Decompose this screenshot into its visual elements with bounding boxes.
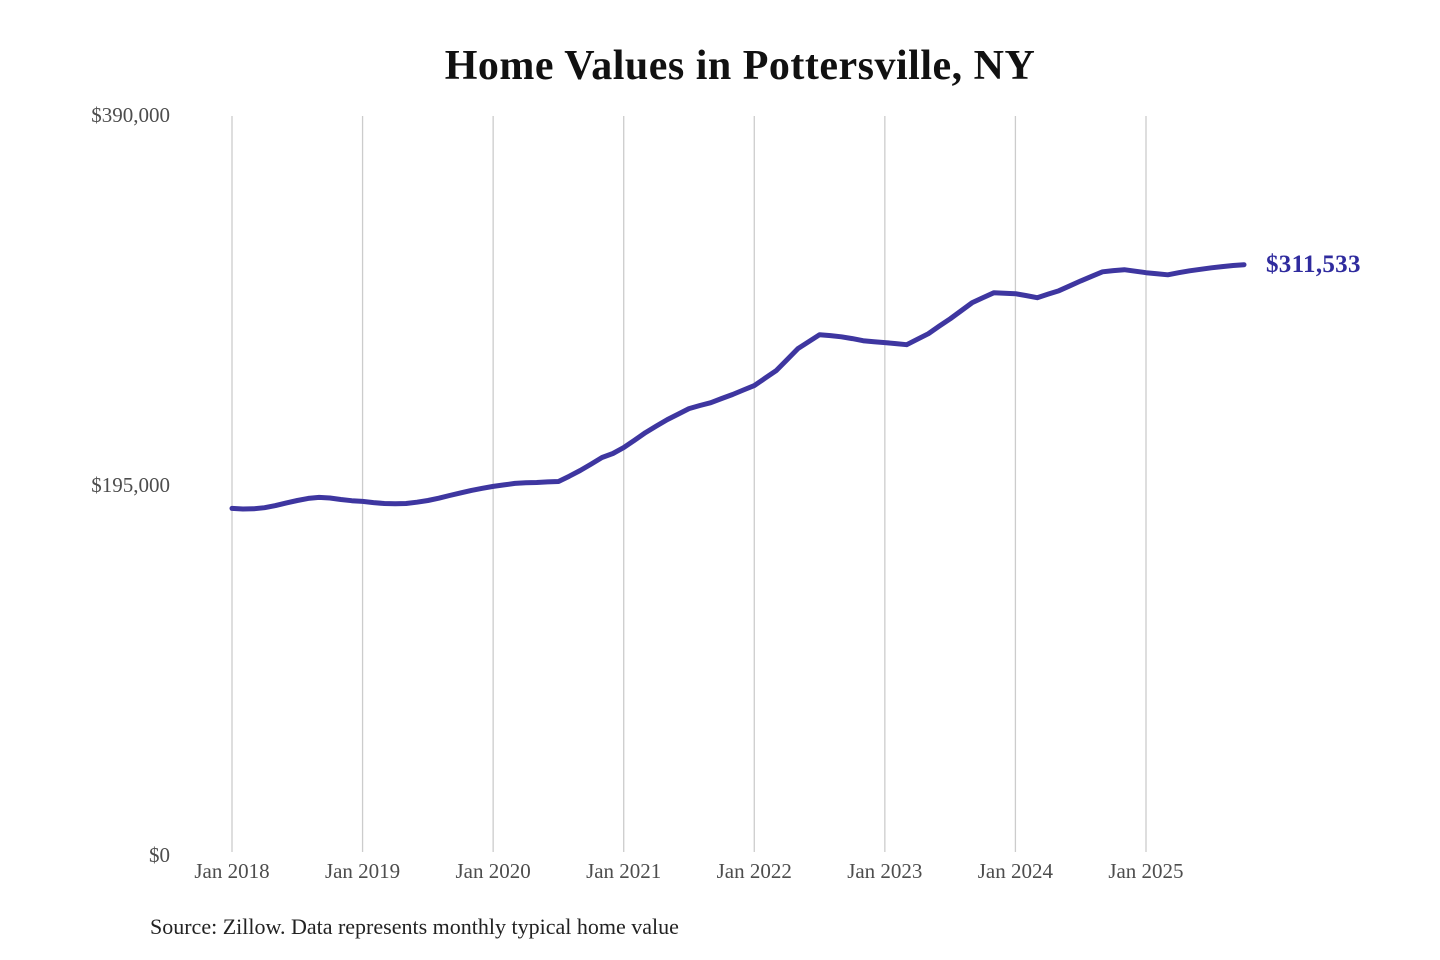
chart-title: Home Values in Pottersville, NY	[444, 43, 1036, 89]
x-axis-label-jan-2025: Jan 2025	[1108, 859, 1184, 883]
y-axis-label-195000: $195,000	[91, 473, 170, 497]
x-axis-labels: Jan 2018 Jan 2019 Jan 2020 Jan 2021 Jan …	[167, 857, 1211, 885]
x-axis-label-jan-2022: Jan 2022	[716, 859, 792, 883]
x-axis-label-jan-2018: Jan 2018	[194, 859, 270, 883]
y-axis-label-390000: $390,000	[91, 103, 170, 127]
x-axis-label-jan-2024: Jan 2024	[977, 859, 1053, 883]
latest-value-label: $311,533	[1266, 250, 1361, 278]
home-value-line	[229, 262, 1247, 512]
x-axis-label-jan-2023: Jan 2023	[847, 859, 923, 883]
y-axis-label-0: $0	[149, 843, 170, 867]
x-axis-label-jan-2021: Jan 2021	[586, 859, 662, 883]
home-value-line-group	[229, 262, 1247, 512]
gridlines-group	[231, 116, 1147, 852]
source-note: Source: Zillow. Data represents monthly …	[150, 914, 679, 939]
x-axis-label-jan-2020: Jan 2020	[455, 859, 531, 883]
x-axis-label-jan-2019: Jan 2019	[324, 859, 401, 883]
